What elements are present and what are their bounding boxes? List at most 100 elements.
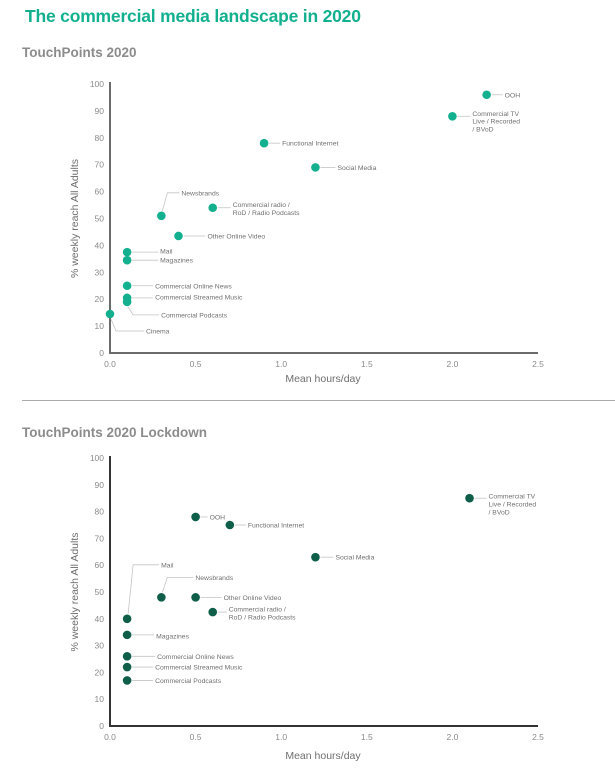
y-tick-label: 20 — [95, 667, 105, 677]
x-tick-label: 2.5 — [532, 732, 544, 742]
y-tick-label: 0 — [99, 721, 104, 731]
data-point-label: Functional Internet — [282, 141, 338, 148]
data-point-label: Commercial radio / RoD / Radio Podcasts — [229, 607, 296, 622]
data-point-marker — [174, 231, 183, 241]
y-tick-label: 70 — [95, 533, 105, 543]
data-point-other-online-video: Other Online Video — [174, 231, 265, 241]
data-point-label: OOH — [505, 92, 521, 99]
x-tick-label: 0.5 — [190, 732, 202, 742]
data-point-newsbrands: Newsbrands — [157, 190, 220, 221]
x-tick-label: 0.0 — [104, 359, 116, 369]
data-point-marker — [122, 247, 132, 257]
data-point-commercial-radio-rod-radio-podcasts: Commercial radio / RoD / Radio Podcasts — [208, 202, 300, 217]
data-point-marker — [465, 493, 474, 503]
y-axis-label: % weekly reach All Adults — [69, 159, 81, 278]
data-point-commercial-online-news: Commercial Online News — [122, 281, 232, 291]
data-point-marker — [482, 90, 491, 100]
data-point-cinema: Cinema — [105, 309, 170, 335]
x-tick-label: 0.0 — [104, 732, 116, 742]
x-tick-label: 2.0 — [446, 732, 458, 742]
chart-title-touchpoints-2020-lockdown: TouchPoints 2020 Lockdown — [22, 425, 208, 440]
page-title: The commercial media landscape in 2020 — [25, 6, 361, 26]
x-tick-label: 0.5 — [190, 359, 202, 369]
data-point-label: Commercial Streamed Music — [155, 665, 243, 672]
y-tick-label: 0 — [99, 348, 104, 358]
data-point-commercial-tv-live-recorded-bvod: Commercial TV Live / Recorded / BVoD — [448, 111, 520, 134]
y-tick-label: 50 — [95, 214, 105, 224]
data-point-label: Commercial Podcasts — [161, 312, 228, 319]
y-tick-label: 40 — [95, 240, 105, 250]
data-point-marker — [122, 676, 132, 685]
data-point-label: Functional Internet — [248, 523, 304, 530]
data-point-marker — [311, 552, 320, 562]
data-point-label: Mail — [161, 562, 174, 569]
data-point-label: Newsbrands — [195, 575, 233, 582]
leader-line — [110, 318, 144, 332]
y-tick-label: 60 — [95, 560, 105, 570]
data-point-label: Magazines — [156, 633, 189, 640]
data-point-marker — [311, 163, 320, 172]
data-point-marker — [191, 593, 200, 602]
data-point-marker — [157, 211, 166, 221]
y-tick-label: 100 — [90, 79, 104, 89]
scatter-chart-touchpoints-2020-lockdown: 0 10 20 30 40 50 60 70 80 90 100 0.0 0.5 1.0 1.5 2.0 2.5… — [69, 453, 544, 762]
y-tick-label: 80 — [95, 507, 105, 517]
y-tick-label: 30 — [95, 267, 105, 277]
data-point-marker — [259, 138, 269, 148]
data-point-functional-internet: Functional Internet — [225, 520, 304, 530]
leader-line — [127, 306, 160, 316]
y-tick-label: 30 — [95, 641, 105, 651]
data-point-marker — [448, 111, 457, 121]
data-point-mail: Mail — [122, 562, 174, 624]
data-point-social-media: Social Media — [311, 163, 377, 172]
data-point-commercial-online-news: Commercial Online News — [122, 652, 234, 661]
leader-line — [161, 576, 194, 593]
data-point-commercial-radio-rod-radio-podcasts: Commercial radio / RoD / Radio Podcasts — [208, 607, 296, 622]
data-point-marker — [122, 614, 132, 624]
data-point-label: OOH — [210, 514, 226, 521]
data-point-label: Other Online Video — [207, 233, 265, 240]
section-divider — [22, 400, 615, 401]
data-point-ooh: OOH — [191, 512, 226, 521]
data-point-magazines: Magazines — [122, 255, 194, 265]
data-point-commercial-tv-live-recorded-bvod: Commercial TV Live / Recorded / BVoD — [465, 493, 536, 516]
y-tick-label: 100 — [90, 453, 104, 463]
data-point-commercial-podcasts: Commercial Podcasts — [122, 676, 222, 685]
data-point-marker — [208, 607, 218, 617]
data-point-magazines: Magazines — [122, 630, 190, 640]
data-point-marker — [122, 652, 132, 661]
data-point-commercial-streamed-music: Commercial Streamed Music — [122, 662, 243, 672]
data-point-label: Commercial radio / RoD / Radio Podcasts — [233, 202, 300, 217]
y-tick-label: 10 — [95, 694, 105, 704]
y-tick-label: 90 — [95, 106, 105, 116]
data-point-label: Social Media — [335, 555, 374, 562]
data-point-marker — [225, 520, 235, 530]
data-point-label: Commercial TV Live / Recorded / BVoD — [472, 111, 520, 134]
y-tick-label: 10 — [95, 321, 105, 331]
data-point-commercial-podcasts: Commercial Podcasts — [122, 297, 228, 319]
x-axis-label: Mean hours/day — [285, 373, 361, 385]
data-point-marker — [122, 630, 132, 640]
x-tick-label: 1.0 — [275, 359, 287, 369]
data-point-marker — [208, 203, 218, 213]
chart-title-touchpoints-2020: TouchPoints 2020 — [22, 45, 137, 60]
y-tick-label: 80 — [95, 133, 105, 143]
data-point-marker — [105, 309, 115, 319]
y-tick-label: 60 — [95, 187, 105, 197]
x-tick-label: 1.0 — [275, 732, 287, 742]
data-point-marker — [122, 281, 132, 291]
data-point-ooh: OOH — [482, 90, 520, 99]
data-point-newsbrands: Newsbrands — [157, 575, 234, 602]
data-point-marker — [122, 662, 132, 672]
x-tick-label: 1.5 — [361, 732, 373, 742]
data-point-label: Magazines — [160, 258, 193, 265]
data-point-marker — [122, 297, 132, 307]
x-tick-label: 2.5 — [532, 359, 544, 369]
data-point-label: Commercial Online News — [155, 283, 232, 290]
data-point-label: Mail — [160, 249, 173, 256]
data-point-marker — [122, 255, 132, 265]
x-axis-label: Mean hours/day — [285, 750, 361, 762]
data-point-label: Social Media — [337, 165, 376, 172]
data-point-other-online-video: Other Online Video — [191, 593, 282, 602]
data-point-label: Commercial Streamed Music — [155, 294, 243, 301]
